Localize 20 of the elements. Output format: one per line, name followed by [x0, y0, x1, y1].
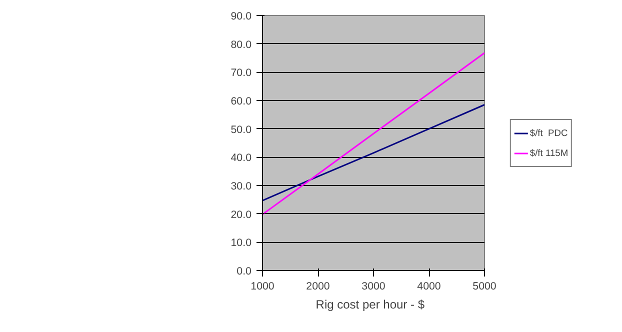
legend-label: $/ft 115M	[530, 148, 568, 158]
x-tick-label: 3000	[362, 280, 386, 292]
x-tick-label: 5000	[472, 280, 496, 292]
y-tick-label: 10.0	[230, 237, 252, 250]
y-tick-label: 50.0	[230, 124, 252, 136]
y-tick-label: 80.0	[230, 38, 252, 51]
y-tick-label: 20.0	[230, 208, 252, 221]
y-tick-label: 60.0	[230, 96, 252, 108]
y-tick-label: 40.0	[230, 152, 252, 164]
y-tick-label: 30.0	[230, 180, 252, 192]
x-axis-title: Rig cost per hour - $	[316, 298, 425, 312]
x-tick-label: 2000	[306, 280, 330, 292]
x-tick-label: 4000	[417, 280, 441, 292]
legend-label: $/ft PDC	[530, 128, 568, 138]
y-tick-label: 90.0	[230, 10, 252, 22]
y-tick-label: 70.0	[230, 67, 252, 80]
x-tick-label: 1000	[250, 280, 274, 292]
line-series	[262, 104, 484, 202]
y-tick-label: 0.0	[236, 266, 252, 278]
line-series	[262, 52, 484, 216]
